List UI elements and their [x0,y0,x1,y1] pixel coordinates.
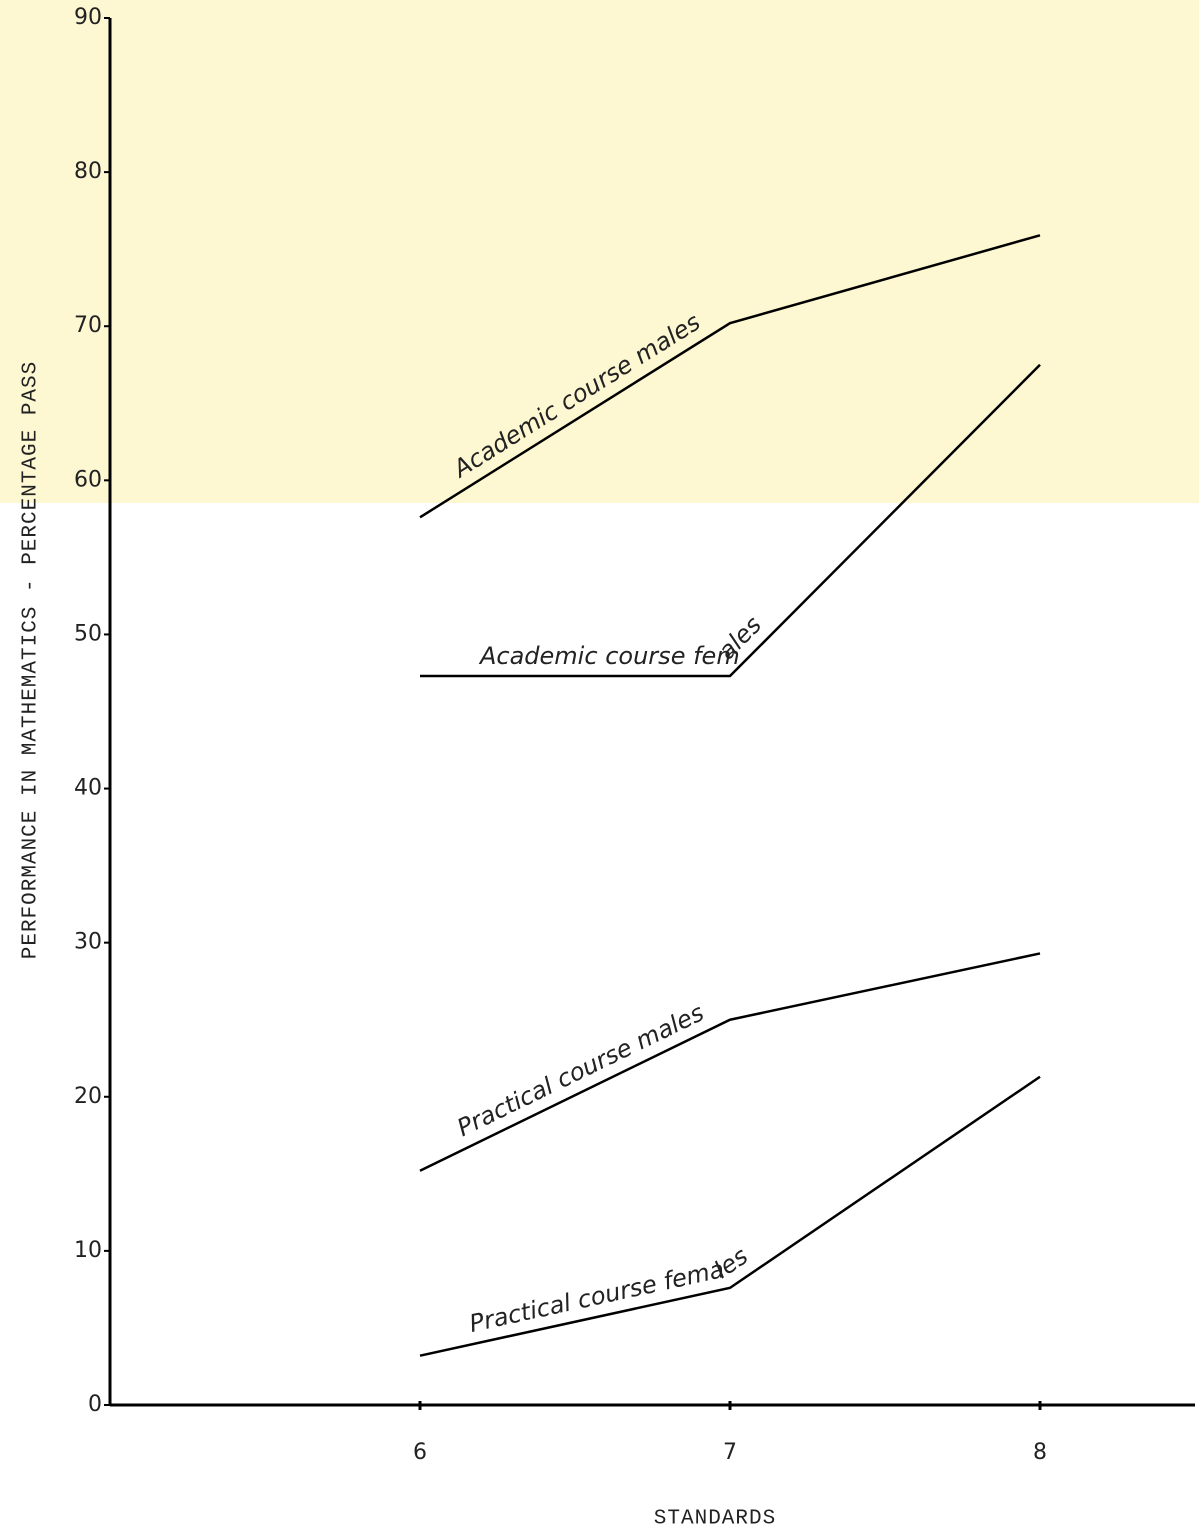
y-tick-label: 90 [74,5,102,30]
y-tick-label: 70 [74,313,102,338]
series-line [419,234,1041,519]
x-tick-label: 8 [1033,1440,1047,1465]
series-line [420,363,1041,678]
series-label-text: Practical course males [453,998,709,1142]
y-tick-label: 60 [74,467,102,492]
series-label: Practical course females [467,1242,753,1338]
y-tick-label: 0 [88,1392,102,1417]
series-label-text: Practical course females [467,1242,753,1338]
series-line [419,1075,1041,1357]
y-axis-title: PERFORMANCE IN MATHEMATICS - PERCENTAGE … [20,361,43,960]
y-tick-label: 30 [74,930,102,955]
series-label: Practical course males [453,998,709,1142]
y-tick-label: 80 [74,159,102,184]
scan-tint [0,0,1199,503]
y-tick-label: 10 [74,1238,102,1263]
x-tick-label: 7 [723,1440,737,1465]
x-axis-title: STANDARDS [654,1508,776,1531]
x-tick-label: 6 [413,1440,427,1465]
series-line [419,952,1041,1172]
y-tick-label: 20 [74,1084,102,1109]
series-label-text: Academic course females [478,611,767,670]
series-label: Academic course females [478,611,767,670]
y-tick-label: 40 [74,776,102,801]
y-tick-label: 50 [74,621,102,646]
